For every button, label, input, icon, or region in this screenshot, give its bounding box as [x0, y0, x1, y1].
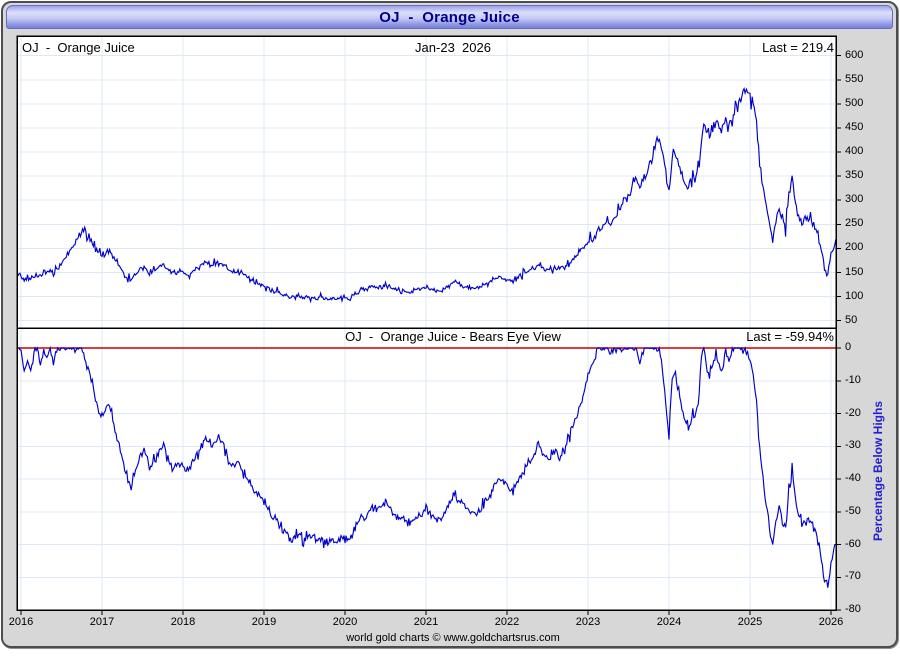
y-axis-tick-label: 50: [845, 313, 858, 326]
x-axis-tick-label: 2016: [8, 616, 34, 628]
bottom-panel-title: OJ - Orange Juice - Bears Eye View: [345, 329, 561, 344]
top-panel-title: OJ - Orange Juice: [22, 40, 135, 55]
y-axis-tick-label: 150: [845, 265, 864, 278]
axis-ticks: [20, 55, 841, 615]
x-axis-tick-label: 2026: [818, 616, 844, 628]
top-panel-date: Jan-23 2026: [415, 40, 491, 55]
price-series-line: [17, 87, 836, 304]
y-axis-tick-label: 450: [845, 120, 864, 133]
x-axis-tick-label: 2023: [575, 616, 601, 628]
y-axis-tick-label: 300: [845, 193, 864, 206]
y-axis-tick-label: -80: [845, 603, 861, 615]
y-axis-tick-label: 350: [845, 169, 864, 182]
y-axis-tick-label: 0: [845, 341, 852, 353]
x-axis-tick-label: 2019: [251, 616, 277, 628]
page-title: OJ - Orange Juice: [379, 8, 520, 26]
x-axis-tick-label: 2017: [89, 616, 115, 628]
chart-canvas: [16, 35, 841, 615]
bottom-panel-last-value: Last = -59.94%: [746, 329, 834, 344]
y-axis-tick-label: 500: [845, 96, 864, 109]
right-axis-label: Percentage Below Highs: [871, 400, 885, 542]
chart-area: OJ - Orange Juice Jan-23 2026 Last = 219…: [3, 3, 900, 653]
y-axis-tick-label: -60: [845, 537, 861, 550]
footer-credit: world gold charts © www.goldchartsrus.co…: [346, 632, 560, 644]
y-axis-tick-label: 550: [845, 72, 864, 85]
x-axis-tick-label: 2025: [737, 616, 763, 628]
x-axis-tick-label: 2022: [494, 616, 520, 628]
x-axis-tick-label: 2020: [332, 616, 358, 628]
y-axis-tick-label: 100: [845, 289, 864, 302]
y-axis-tick-label: 200: [845, 241, 864, 254]
y-axis-tick-label: -20: [845, 406, 861, 419]
y-axis-tick-label: -30: [845, 439, 861, 452]
x-axis-tick-label: 2021: [413, 616, 439, 628]
y-axis-tick-label: -70: [845, 570, 861, 583]
x-axis-tick-label: 2018: [170, 616, 196, 628]
drawdown-series-line: [17, 345, 836, 588]
y-axis-tick-label: -10: [845, 373, 861, 386]
y-axis-tick-label: -40: [845, 472, 861, 484]
top-panel-last-value: Last = 219.4: [762, 40, 834, 55]
y-axis-tick-label: 400: [845, 145, 864, 158]
grid-lines: [17, 36, 836, 610]
x-axis-tick-label: 2024: [656, 616, 682, 628]
window-title-bar: OJ - Orange Juice: [6, 5, 893, 29]
y-axis-tick-label: 600: [845, 48, 864, 61]
y-axis-tick-label: 250: [845, 217, 864, 230]
y-axis-tick-label: -50: [845, 504, 861, 517]
